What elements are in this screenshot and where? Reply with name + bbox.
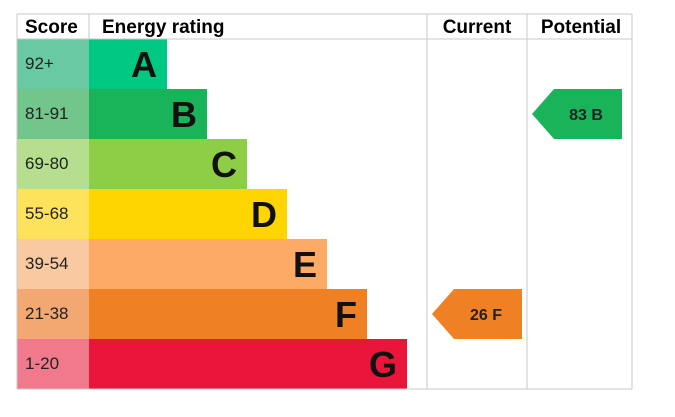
score-label-a: 92+ [25,54,54,73]
band-bar-e [89,239,327,289]
score-cell-f [17,289,89,339]
band-letter-c: C [211,144,237,185]
indicators-group: 26 F 83 B [432,89,622,339]
score-label-c: 69-80 [25,154,68,173]
bands-group: 92+ A 81-91 B 69-80 C 55-68 D 39-54 E 21-38 F 1-20 G [17,39,407,389]
band-bar-b [89,89,207,139]
potential-rating-arrow [532,89,622,139]
score-cell-a [17,39,89,89]
band-letter-d: D [251,194,277,235]
band-letter-a: A [131,44,157,85]
score-label-g: 1-20 [25,354,59,373]
score-cell-g [17,339,89,389]
band-bar-f [89,289,367,339]
current-rating-label: 26 F [470,307,502,324]
band-letter-g: G [369,344,397,385]
potential-header: Potential [541,17,621,38]
score-label-f: 21-38 [25,304,68,323]
current-rating-arrow [432,289,522,339]
score-label-d: 55-68 [25,204,68,223]
score-label-e: 39-54 [25,254,68,273]
score-cell-d [17,189,89,239]
band-letter-f: F [335,294,357,335]
band-bar-g [89,339,407,389]
current-header: Current [443,17,512,38]
energy-rating-header: Energy rating [102,17,224,38]
potential-rating-label: 83 B [569,107,603,124]
band-letter-b: B [171,94,197,135]
band-bar-a [89,39,167,89]
grid-lines [16,13,633,390]
score-label-b: 81-91 [25,104,68,123]
score-cell-b [17,89,89,139]
score-cell-c [17,139,89,189]
score-header: Score [25,17,78,38]
score-cell-e [17,239,89,289]
band-letter-e: E [293,244,317,285]
band-bar-d [89,189,287,239]
band-bar-c [89,139,247,189]
